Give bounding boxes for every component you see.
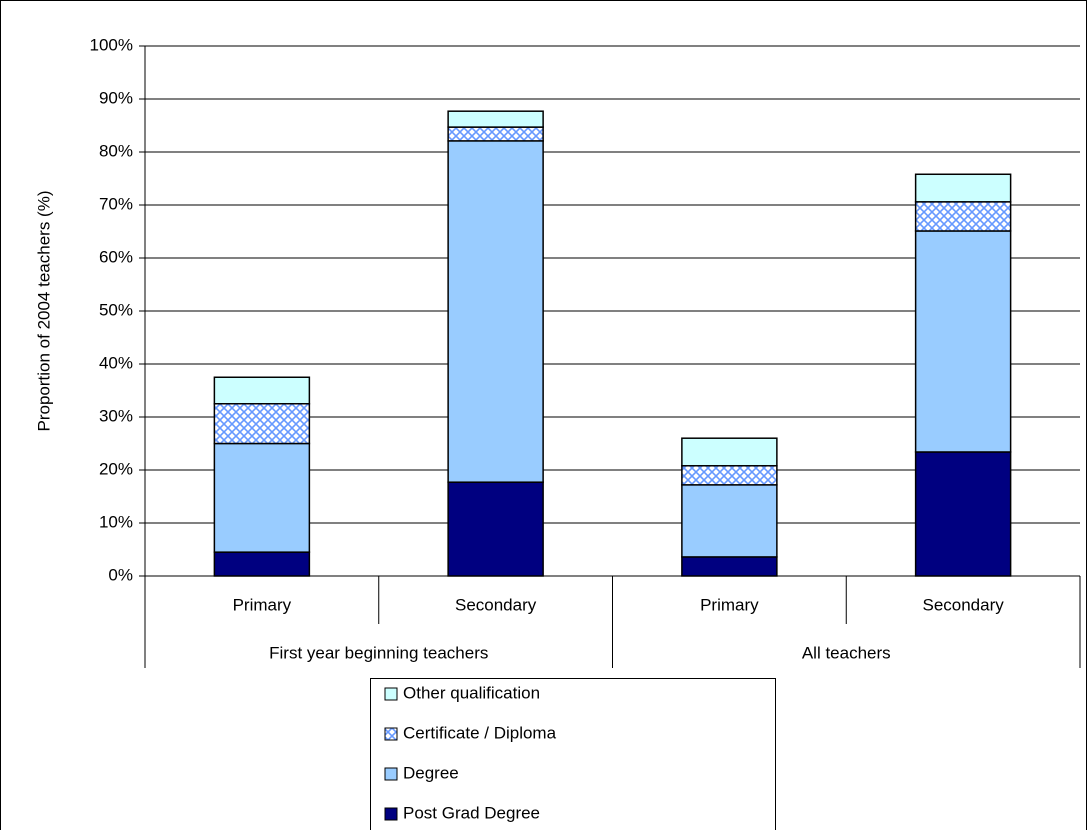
y-tick-label: 30%: [99, 406, 133, 425]
legend-label: Certificate / Diploma: [403, 723, 557, 742]
legend-label: Other qualification: [403, 683, 540, 702]
legend-swatch: [384, 687, 398, 701]
bar-segment: [914, 201, 1012, 232]
y-tick-label: 80%: [99, 141, 133, 160]
bar-segment: [447, 481, 544, 577]
bar-segment: [681, 465, 778, 486]
x-tick-label: Primary: [233, 595, 292, 614]
legend: [370, 678, 776, 830]
bar-segment: [447, 126, 544, 142]
bar-segment: [681, 556, 778, 577]
bar-segment: [914, 451, 1012, 577]
bar-segment: [681, 437, 778, 467]
y-tick-label: 10%: [99, 512, 133, 531]
y-tick-label: 50%: [99, 300, 133, 319]
bar-segment: [914, 173, 1012, 203]
y-axis-title: Proportion of 2004 teachers (%): [34, 191, 53, 432]
y-tick-label: 90%: [99, 88, 133, 107]
bar-segment: [447, 110, 544, 128]
y-tick-label: 60%: [99, 247, 133, 266]
y-tick-label: 40%: [99, 353, 133, 372]
bar-segment: [213, 376, 311, 405]
legend-swatch: [384, 807, 398, 821]
bar-segment: [447, 140, 544, 483]
bar-segment: [681, 484, 778, 558]
y-tick-label: 100%: [90, 35, 133, 54]
bar-segment: [914, 230, 1012, 453]
bar-segment: [213, 442, 311, 553]
y-tick-label: 70%: [99, 194, 133, 213]
legend-swatch: [384, 727, 398, 741]
bar-segment: [213, 403, 311, 445]
x-tick-label: Primary: [700, 595, 759, 614]
bar-segment: [213, 551, 311, 577]
x-tick-label: Secondary: [922, 595, 1004, 614]
y-tick-label: 20%: [99, 459, 133, 478]
group-label: All teachers: [802, 643, 891, 662]
legend-label: Post Grad Degree: [403, 803, 540, 822]
group-label: First year beginning teachers: [269, 643, 488, 662]
legend-label: Degree: [403, 763, 459, 782]
x-tick-label: Secondary: [455, 595, 537, 614]
legend-swatch: [384, 767, 398, 781]
y-tick-label: 0%: [108, 565, 133, 584]
